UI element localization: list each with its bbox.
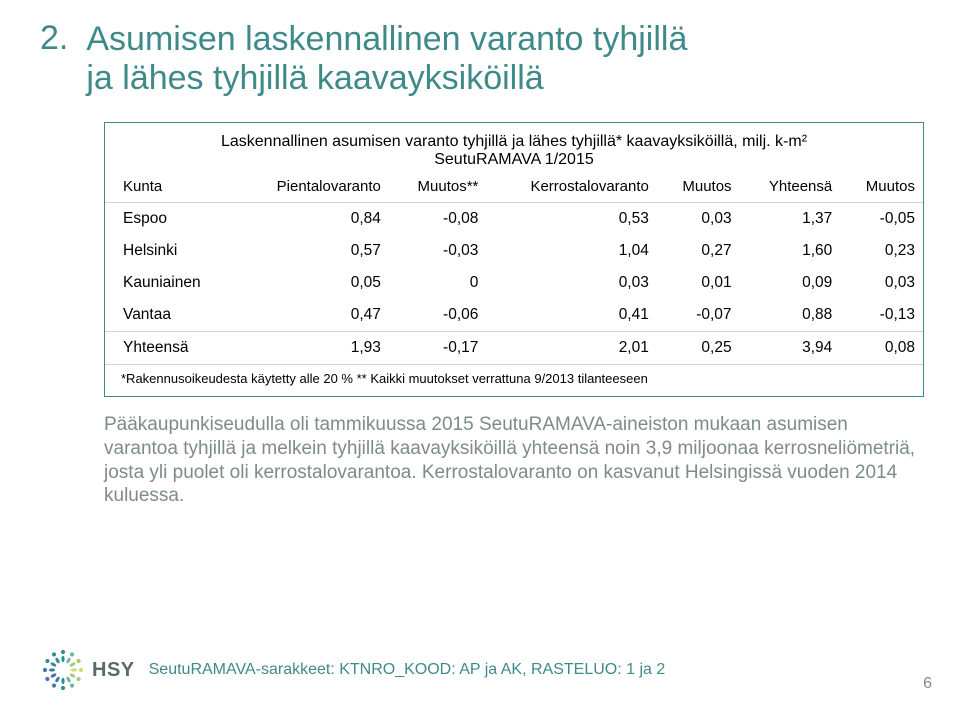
hsy-logo: HSY <box>40 647 135 693</box>
col-muutos2: Muutos <box>657 171 740 203</box>
table-cell: 0 <box>389 267 487 299</box>
table-cell: Kauniainen <box>105 267 236 299</box>
footnote-text: *Rakennusoikeudesta käytetty alle 20 % *… <box>121 371 648 386</box>
table-cell: Vantaa <box>105 299 236 332</box>
title-line-1: Asumisen laskennallinen varanto tyhjillä <box>86 20 687 58</box>
col-kerrostalo: Kerrostalovaranto <box>486 171 656 203</box>
table-cell: 0,84 <box>236 203 389 236</box>
table-cell: -0,17 <box>389 332 487 365</box>
table-cell: -0,08 <box>389 203 487 236</box>
title-number: 2. <box>40 20 68 57</box>
table-cell: 0,88 <box>740 299 841 332</box>
table-cell: 1,04 <box>486 235 656 267</box>
slide-footer: HSY SeutuRAMAVA-sarakkeet: KTNRO_KOOD: A… <box>40 647 932 693</box>
table-row: Vantaa0,47-0,060,41-0,070,88-0,13 <box>105 299 923 332</box>
table-header-row: Kunta Pientalovaranto Muutos** Kerrostal… <box>105 171 923 203</box>
table-cell: 1,93 <box>236 332 389 365</box>
col-kunta: Kunta <box>105 171 236 203</box>
table-cell: 0,57 <box>236 235 389 267</box>
col-muutos1: Muutos** <box>389 171 487 203</box>
logo-text: HSY <box>92 659 135 682</box>
table-cell: -0,05 <box>840 203 923 236</box>
table-cell: 0,03 <box>657 203 740 236</box>
table-subtitle: Laskennallinen asumisen varanto tyhjillä… <box>105 123 923 171</box>
logo-mark-icon <box>40 647 86 693</box>
table-cell: 1,60 <box>740 235 841 267</box>
title-text: Asumisen laskennallinen varanto tyhjillä… <box>86 20 687 98</box>
table-cell: 0,41 <box>486 299 656 332</box>
page-number: 6 <box>923 675 932 693</box>
table-footnote: *Rakennusoikeudesta käytetty alle 20 % *… <box>105 365 923 396</box>
col-muutos3: Muutos <box>840 171 923 203</box>
data-table-container: Laskennallinen asumisen varanto tyhjillä… <box>104 122 924 397</box>
table-row: Kauniainen0,0500,030,010,090,03 <box>105 267 923 299</box>
table-cell: -0,03 <box>389 235 487 267</box>
table-row: Yhteensä1,93-0,172,010,253,940,08 <box>105 332 923 365</box>
table-cell: 3,94 <box>740 332 841 365</box>
table-cell: Helsinki <box>105 235 236 267</box>
col-pientalo: Pientalovaranto <box>236 171 389 203</box>
table-cell: 0,03 <box>840 267 923 299</box>
table-cell: 0,23 <box>840 235 923 267</box>
table-cell: 0,08 <box>840 332 923 365</box>
footer-source-label: SeutuRAMAVA-sarakkeet: KTNRO_KOOD: AP ja… <box>149 661 666 679</box>
table-row: Espoo0,84-0,080,530,031,37-0,05 <box>105 203 923 236</box>
body-paragraph: Pääkaupunkiseudulla oli tammikuussa 2015… <box>104 413 924 508</box>
table-row: Helsinki0,57-0,031,040,271,600,23 <box>105 235 923 267</box>
slide-title: 2. Asumisen laskennallinen varanto tyhji… <box>40 20 920 98</box>
table-cell: 0,03 <box>486 267 656 299</box>
col-yhteensa: Yhteensä <box>740 171 841 203</box>
table-cell: 0,25 <box>657 332 740 365</box>
varanto-table: Kunta Pientalovaranto Muutos** Kerrostal… <box>105 171 923 365</box>
table-cell: -0,06 <box>389 299 487 332</box>
table-cell: 0,47 <box>236 299 389 332</box>
table-cell: 0,09 <box>740 267 841 299</box>
table-cell: -0,13 <box>840 299 923 332</box>
table-cell: 2,01 <box>486 332 656 365</box>
table-cell: Yhteensä <box>105 332 236 365</box>
table-cell: 1,37 <box>740 203 841 236</box>
table-cell: 0,27 <box>657 235 740 267</box>
table-cell: Espoo <box>105 203 236 236</box>
table-cell: 0,01 <box>657 267 740 299</box>
table-cell: 0,53 <box>486 203 656 236</box>
table-cell: 0,05 <box>236 267 389 299</box>
title-line-2: ja lähes tyhjillä kaavayksiköillä <box>86 59 543 97</box>
table-cell: -0,07 <box>657 299 740 332</box>
